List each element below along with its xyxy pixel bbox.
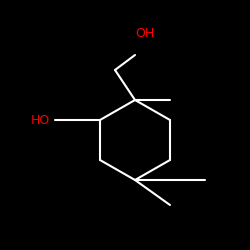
Text: OH: OH <box>135 27 154 40</box>
Text: HO: HO <box>31 114 50 126</box>
